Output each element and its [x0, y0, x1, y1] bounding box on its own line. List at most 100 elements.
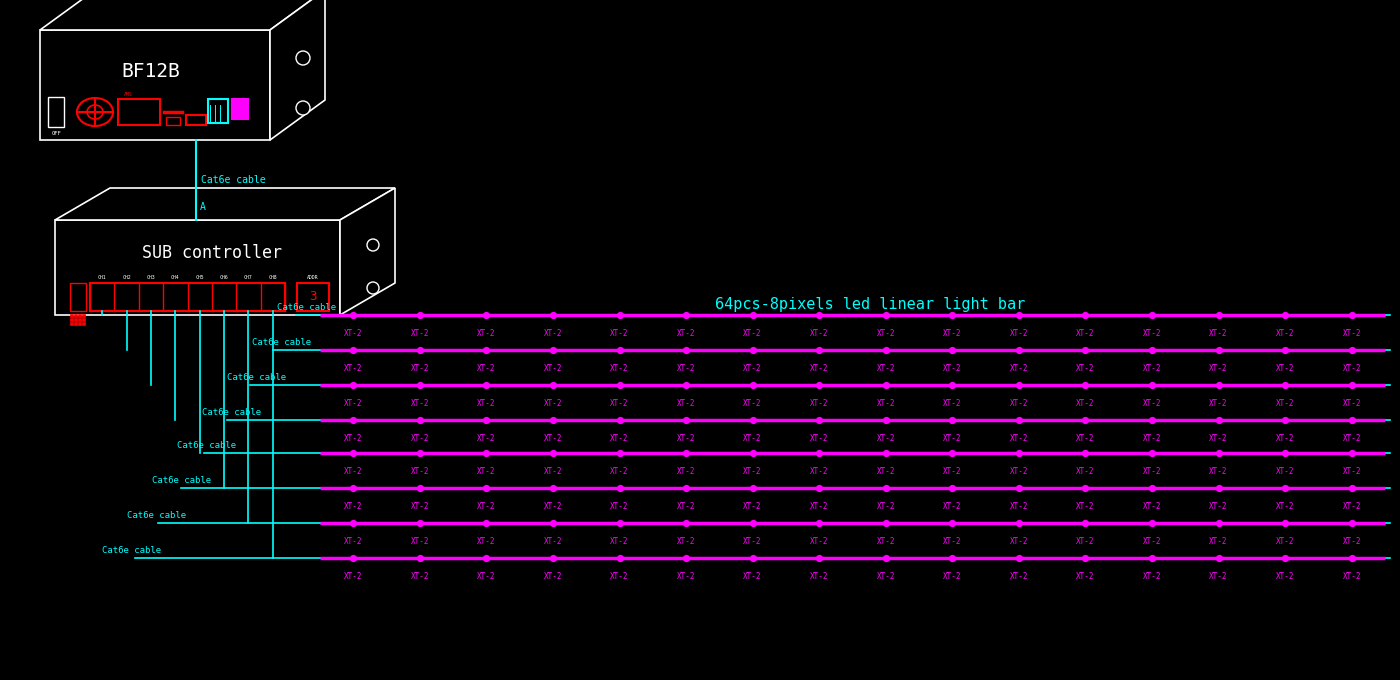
- Point: [941, 517, 963, 528]
- Bar: [74, 322, 77, 325]
- Bar: [297, 283, 329, 311]
- Text: XT-2: XT-2: [1210, 434, 1228, 443]
- Ellipse shape: [87, 105, 104, 119]
- Point: [409, 415, 431, 426]
- Text: XT-2: XT-2: [610, 364, 629, 373]
- Text: XT-2: XT-2: [1210, 502, 1228, 511]
- Text: XT-2: XT-2: [610, 434, 629, 443]
- Text: A: A: [200, 202, 206, 212]
- Text: XT-2: XT-2: [477, 467, 496, 476]
- Text: XT-2: XT-2: [410, 364, 428, 373]
- Text: XT-2: XT-2: [876, 537, 895, 546]
- Text: XT-2: XT-2: [410, 399, 428, 408]
- Text: XT-2: XT-2: [1210, 572, 1228, 581]
- Text: XT-2: XT-2: [1275, 434, 1295, 443]
- Point: [609, 483, 631, 494]
- Point: [875, 447, 897, 458]
- Point: [342, 447, 364, 458]
- Text: XT-2: XT-2: [676, 572, 696, 581]
- Text: XT-2: XT-2: [1275, 502, 1295, 511]
- Point: [409, 379, 431, 390]
- Point: [808, 447, 830, 458]
- Point: [342, 309, 364, 320]
- Bar: [70, 322, 73, 325]
- Text: XT-2: XT-2: [676, 502, 696, 511]
- Circle shape: [295, 101, 309, 115]
- Text: XT-2: XT-2: [1009, 467, 1028, 476]
- Polygon shape: [41, 0, 325, 30]
- Point: [475, 483, 497, 494]
- Point: [875, 483, 897, 494]
- Point: [1274, 415, 1296, 426]
- Point: [342, 483, 364, 494]
- Text: XT-2: XT-2: [811, 364, 829, 373]
- Point: [1008, 517, 1030, 528]
- Text: XT-2: XT-2: [743, 434, 762, 443]
- Text: XT-2: XT-2: [1275, 572, 1295, 581]
- Point: [1207, 447, 1229, 458]
- Point: [941, 379, 963, 390]
- Text: XT-2: XT-2: [410, 467, 428, 476]
- Point: [1008, 379, 1030, 390]
- Bar: [167, 117, 181, 125]
- Text: Cat6e cable: Cat6e cable: [176, 441, 237, 450]
- Text: XT-2: XT-2: [1343, 467, 1361, 476]
- Point: [475, 379, 497, 390]
- Text: 3: 3: [309, 290, 316, 303]
- Point: [808, 517, 830, 528]
- Bar: [74, 318, 77, 321]
- Point: [1074, 517, 1096, 528]
- Bar: [118, 99, 160, 125]
- Point: [609, 553, 631, 564]
- Text: CH4: CH4: [171, 275, 179, 280]
- Point: [1274, 379, 1296, 390]
- Text: XT-2: XT-2: [1275, 364, 1295, 373]
- Point: [1341, 309, 1364, 320]
- Point: [675, 447, 697, 458]
- Text: XT-2: XT-2: [1275, 537, 1295, 546]
- Circle shape: [367, 282, 379, 294]
- Point: [675, 379, 697, 390]
- Bar: [78, 314, 81, 317]
- Point: [1141, 379, 1163, 390]
- Point: [342, 345, 364, 356]
- Text: XT-2: XT-2: [811, 467, 829, 476]
- Text: XT-2: XT-2: [543, 434, 563, 443]
- Text: XT-2: XT-2: [1009, 434, 1028, 443]
- Text: XT-2: XT-2: [1210, 399, 1228, 408]
- Text: XT-2: XT-2: [1077, 399, 1095, 408]
- Point: [1141, 447, 1163, 458]
- Text: XT-2: XT-2: [1077, 572, 1095, 581]
- Point: [409, 483, 431, 494]
- Point: [1341, 345, 1364, 356]
- Text: XT-2: XT-2: [1210, 364, 1228, 373]
- Text: XT-2: XT-2: [1142, 329, 1161, 338]
- Text: XT-2: XT-2: [876, 467, 895, 476]
- Text: XT-2: XT-2: [743, 364, 762, 373]
- Text: CH8: CH8: [269, 275, 277, 280]
- Point: [675, 553, 697, 564]
- Point: [409, 345, 431, 356]
- Text: AMS: AMS: [123, 92, 133, 97]
- Point: [808, 345, 830, 356]
- Bar: [83, 322, 85, 325]
- Point: [808, 415, 830, 426]
- Point: [1341, 379, 1364, 390]
- Text: Cat6e cable: Cat6e cable: [102, 546, 161, 555]
- Point: [342, 553, 364, 564]
- Text: Cat6e cable: Cat6e cable: [227, 373, 286, 382]
- Point: [1141, 483, 1163, 494]
- Text: XT-2: XT-2: [1343, 399, 1361, 408]
- Text: XT-2: XT-2: [811, 537, 829, 546]
- Text: XT-2: XT-2: [410, 434, 428, 443]
- Point: [742, 553, 764, 564]
- Text: XT-2: XT-2: [676, 399, 696, 408]
- Text: XT-2: XT-2: [676, 467, 696, 476]
- Point: [941, 447, 963, 458]
- Point: [875, 553, 897, 564]
- Text: XT-2: XT-2: [1077, 364, 1095, 373]
- Point: [542, 483, 564, 494]
- Point: [1341, 483, 1364, 494]
- Point: [1074, 415, 1096, 426]
- Text: XT-2: XT-2: [543, 364, 563, 373]
